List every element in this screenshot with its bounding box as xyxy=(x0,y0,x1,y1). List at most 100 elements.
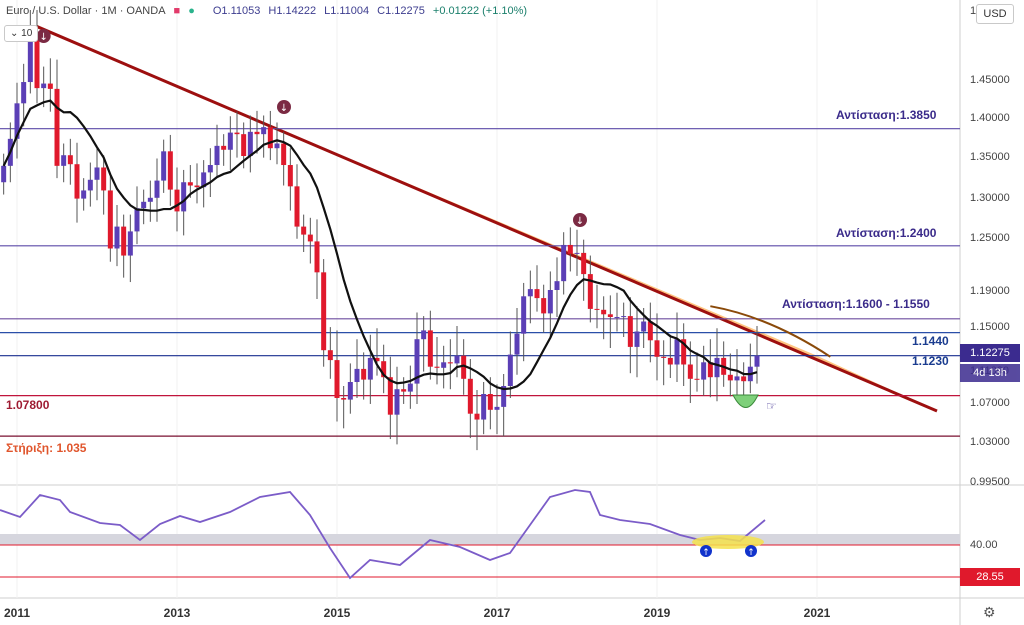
candle-body xyxy=(334,360,340,398)
ohlc-open: O1.11053 xyxy=(212,5,261,17)
price-tick-label: 1.35000 xyxy=(970,151,1010,163)
candle-body xyxy=(267,127,273,149)
candle-body xyxy=(301,226,307,235)
candle-body xyxy=(14,103,20,139)
candle-body xyxy=(74,164,80,199)
candle-body xyxy=(681,339,687,365)
ma-period-chip[interactable]: ⌄ 10 xyxy=(4,25,39,42)
candle-body xyxy=(374,357,380,362)
candle-body xyxy=(601,309,607,315)
candle-body xyxy=(381,361,387,378)
candle-body xyxy=(107,190,113,249)
candle-body xyxy=(101,167,107,191)
candle-body xyxy=(541,298,547,314)
candle-body xyxy=(554,281,560,290)
candle-body xyxy=(687,364,693,379)
candle-body xyxy=(287,165,293,187)
candle-body xyxy=(527,289,533,297)
rsi-line xyxy=(0,489,766,580)
candle-body xyxy=(187,182,193,186)
level-label-1078: 1.07800 xyxy=(6,398,50,412)
price-tick-label: 1.45000 xyxy=(970,74,1010,86)
rsi-last-tag: 28.55 xyxy=(960,568,1020,586)
candle-body xyxy=(321,272,327,351)
candle-body xyxy=(47,83,53,89)
candle-body xyxy=(581,252,587,275)
candle-body xyxy=(634,331,640,347)
candle-body xyxy=(327,350,333,361)
ma-period-value: 10 xyxy=(21,28,33,39)
time-tick-label: 2011 xyxy=(4,606,30,620)
candle-body xyxy=(61,155,67,166)
candle-body xyxy=(701,362,707,380)
candle-body xyxy=(367,357,373,380)
indicator-dot-icon[interactable]: ● xyxy=(188,5,195,17)
candle-body xyxy=(194,185,200,188)
arrow-up-icon: ↑ xyxy=(702,548,710,558)
candle-body xyxy=(641,321,647,332)
countdown-tag: 4d 13h xyxy=(960,364,1020,382)
ohlc-high: H1.14222 xyxy=(268,5,317,17)
candle-body xyxy=(521,296,527,334)
price-tick-label: 1.25000 xyxy=(970,232,1010,244)
resistance-label-1: Αντίσταση:1.3850 xyxy=(836,108,937,122)
candle-body xyxy=(474,413,480,420)
candle-body xyxy=(201,172,207,188)
level-label-1440: 1.1440 xyxy=(912,334,949,348)
rsi-tick-label: 40.00 xyxy=(970,539,998,551)
candle-body xyxy=(147,197,153,202)
candle-body xyxy=(461,355,467,379)
candle-body xyxy=(314,241,320,273)
candle-body xyxy=(494,406,500,410)
candle-body xyxy=(741,376,747,382)
candle-body xyxy=(234,132,240,135)
candle-body xyxy=(347,382,353,400)
candle-body xyxy=(34,37,40,89)
time-tick-label: 2017 xyxy=(484,606,511,620)
flag-icon[interactable]: ■ xyxy=(173,5,181,17)
candle-body xyxy=(501,386,507,407)
down-arrow-marker xyxy=(36,29,51,43)
candle-body xyxy=(627,316,633,347)
candle-body xyxy=(534,289,540,299)
price-tick-label: 1.19000 xyxy=(970,285,1010,297)
candle-body xyxy=(41,83,47,89)
level-label-1230: 1.1230 xyxy=(912,354,949,368)
currency-button[interactable]: USD xyxy=(976,4,1014,24)
candle-body xyxy=(734,376,740,381)
ohlc-low: L1.11004 xyxy=(324,5,370,17)
candle-body xyxy=(621,316,627,318)
arrow-down-icon: ↓ xyxy=(39,32,47,43)
candle-body xyxy=(67,155,73,165)
candle-body xyxy=(221,145,227,150)
candle-body xyxy=(654,340,660,357)
candle-body xyxy=(241,134,247,156)
candle-body xyxy=(447,362,453,364)
candle-body xyxy=(674,339,680,365)
candle-body xyxy=(87,179,93,191)
candle-body xyxy=(414,339,420,384)
candle-body xyxy=(307,234,313,242)
candle-body xyxy=(167,151,173,190)
candle-body xyxy=(127,231,133,256)
time-tick-label: 2013 xyxy=(164,606,191,620)
candle-body xyxy=(714,357,720,378)
rsi-band xyxy=(0,534,960,545)
candle-body xyxy=(361,368,367,380)
candle-body xyxy=(567,244,573,254)
ma-projection-line xyxy=(710,305,831,358)
candle-body xyxy=(694,378,700,380)
gear-icon[interactable]: ⚙ xyxy=(983,604,996,620)
candle-body xyxy=(561,244,567,282)
resistance-label-3: Αντίσταση:1.1600 - 1.1550 xyxy=(782,297,930,311)
candle-body xyxy=(587,274,593,309)
candle-body xyxy=(401,389,407,392)
candle-body xyxy=(354,368,360,382)
resistance-label-2: Αντίσταση:1.2400 xyxy=(836,226,937,240)
candle-body xyxy=(174,189,180,212)
arrow-up-icon: ↑ xyxy=(747,548,755,558)
up-arrow-marker xyxy=(700,545,712,557)
candle-body xyxy=(227,132,233,150)
candle-body xyxy=(27,37,33,83)
